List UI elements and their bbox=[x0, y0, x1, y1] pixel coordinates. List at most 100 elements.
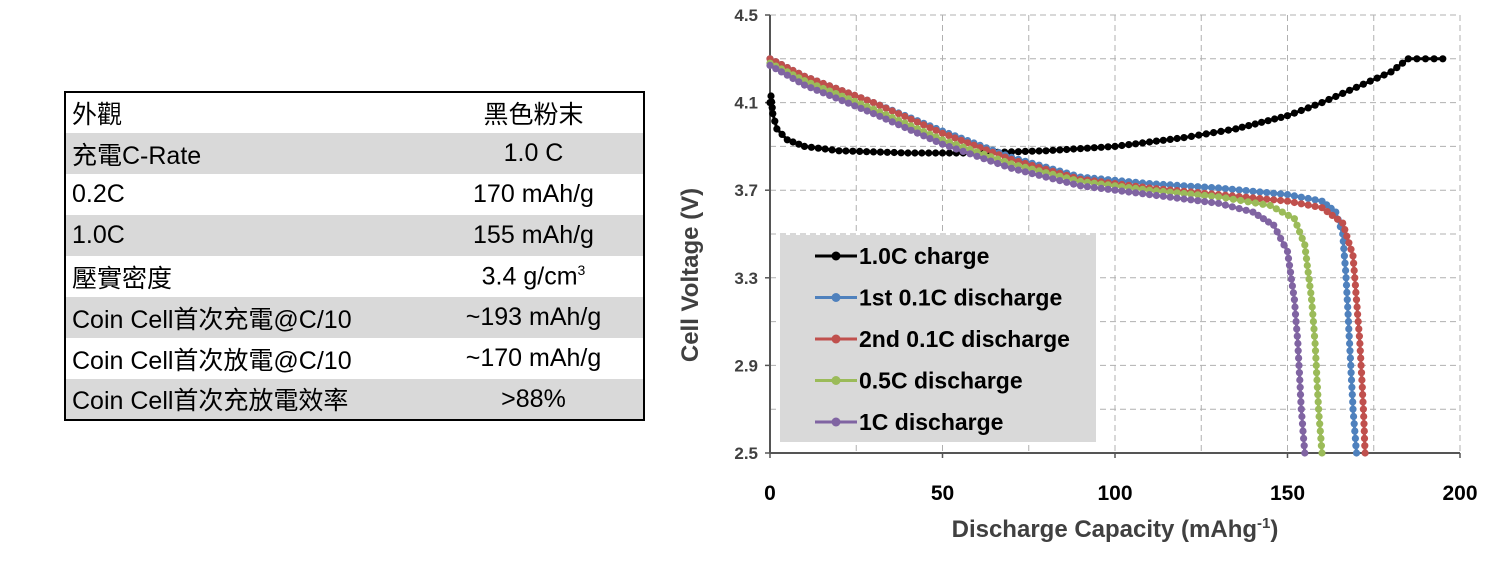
data-point bbox=[1166, 193, 1174, 201]
data-point bbox=[1152, 137, 1160, 145]
data-point bbox=[1270, 189, 1278, 197]
data-point bbox=[888, 118, 896, 126]
data-point bbox=[1439, 55, 1447, 63]
row-label: 1.0C bbox=[65, 215, 424, 256]
data-point bbox=[807, 84, 815, 92]
data-point bbox=[832, 84, 840, 92]
data-point bbox=[1173, 194, 1181, 202]
data-point bbox=[1308, 303, 1316, 311]
data-point bbox=[1304, 194, 1312, 203]
data-point bbox=[1187, 182, 1195, 190]
spec-table: 外觀 黑色粉末 充電C-Rate 1.0 C 0.2C 170 mAh/g 1.0C 1… bbox=[64, 91, 645, 421]
data-point bbox=[882, 104, 890, 112]
data-point bbox=[1254, 211, 1262, 219]
data-point bbox=[1318, 204, 1326, 212]
data-point bbox=[869, 148, 878, 156]
data-point bbox=[1214, 184, 1223, 192]
series-1c-discharge bbox=[766, 61, 1309, 457]
data-point bbox=[1304, 201, 1312, 209]
data-point bbox=[1311, 202, 1319, 210]
data-point bbox=[835, 147, 843, 155]
data-point bbox=[951, 134, 959, 142]
data-point bbox=[1344, 318, 1353, 326]
data-point bbox=[1349, 405, 1357, 413]
data-point bbox=[813, 86, 821, 94]
data-point bbox=[1297, 398, 1305, 406]
data-point bbox=[1297, 405, 1305, 413]
data-point bbox=[1343, 288, 1351, 296]
data-point bbox=[1351, 427, 1359, 435]
data-point bbox=[1351, 274, 1359, 282]
row-label: 壓實密度 bbox=[72, 264, 173, 293]
data-point bbox=[1278, 208, 1286, 216]
data-point bbox=[1311, 339, 1319, 348]
data-point bbox=[1063, 178, 1071, 186]
data-point bbox=[1263, 189, 1271, 197]
data-point bbox=[863, 148, 871, 156]
data-point bbox=[1166, 135, 1174, 143]
data-point bbox=[1345, 332, 1353, 340]
data-point bbox=[1195, 131, 1203, 139]
data-point bbox=[1359, 391, 1367, 399]
data-point bbox=[1238, 123, 1246, 131]
data-point bbox=[1357, 354, 1365, 362]
y-tick-label: 3.3 bbox=[734, 269, 758, 288]
voltage-capacity-chart: 2.5 2.9 3.3 3.7 4.1 4.5 0 50 100 150 200 1.0C cha… bbox=[677, 6, 1478, 543]
legend-item: 1st 0.1C discharge bbox=[815, 285, 1062, 311]
data-point bbox=[1302, 248, 1310, 256]
data-point bbox=[1293, 332, 1301, 340]
data-point bbox=[1202, 130, 1210, 138]
data-point bbox=[1283, 197, 1292, 205]
data-point bbox=[1292, 318, 1300, 326]
x-axis-title-main: Discharge Capacity (mAhg bbox=[952, 516, 1257, 543]
data-point bbox=[932, 126, 940, 135]
data-point bbox=[1345, 239, 1353, 247]
series-layer bbox=[766, 55, 1447, 457]
data-point bbox=[1118, 187, 1126, 195]
data-point bbox=[901, 112, 909, 121]
data-point bbox=[1159, 136, 1167, 144]
data-point bbox=[1049, 146, 1057, 154]
legend-swatch-marker bbox=[831, 417, 841, 427]
data-point bbox=[1404, 55, 1412, 63]
data-point bbox=[1359, 398, 1367, 406]
legend-label: 1.0C charge bbox=[859, 243, 989, 269]
data-point bbox=[1090, 184, 1098, 192]
data-point bbox=[1296, 391, 1305, 399]
data-point bbox=[856, 147, 864, 155]
data-point bbox=[1244, 198, 1252, 206]
data-point bbox=[1344, 303, 1352, 311]
data-point bbox=[1264, 218, 1273, 226]
table-row: 壓實密度 3.4 g/cm3 bbox=[65, 256, 644, 297]
data-point bbox=[1194, 197, 1202, 205]
row-value: 黑色粉末 bbox=[483, 101, 584, 129]
data-point bbox=[932, 149, 940, 157]
data-point bbox=[1028, 147, 1036, 155]
x-tick-label: 150 bbox=[1270, 482, 1305, 505]
data-point bbox=[1361, 449, 1369, 457]
data-point bbox=[932, 137, 940, 145]
legend-item: 0.5C discharge bbox=[815, 368, 1023, 394]
data-point bbox=[920, 132, 928, 140]
data-point bbox=[1042, 173, 1050, 181]
data-point bbox=[1354, 310, 1362, 318]
data-point bbox=[1263, 195, 1271, 203]
row-value-with-unit: 3.4 g/cm3 bbox=[424, 256, 644, 297]
data-point bbox=[1297, 106, 1305, 115]
data-point bbox=[1284, 254, 1293, 262]
data-point bbox=[1097, 184, 1105, 192]
data-point bbox=[863, 107, 871, 115]
x-tick-label: 0 bbox=[764, 482, 776, 505]
data-point bbox=[1357, 361, 1365, 369]
data-point bbox=[1294, 339, 1302, 348]
data-point bbox=[1249, 208, 1257, 216]
x-axis-title-end: ) bbox=[1270, 516, 1278, 543]
data-point bbox=[920, 121, 928, 129]
data-point bbox=[795, 140, 803, 148]
data-point bbox=[844, 99, 852, 107]
data-point bbox=[1310, 332, 1319, 340]
data-point bbox=[1201, 183, 1209, 191]
data-point bbox=[1139, 190, 1147, 198]
data-point bbox=[1339, 237, 1347, 245]
data-point bbox=[1312, 354, 1320, 362]
